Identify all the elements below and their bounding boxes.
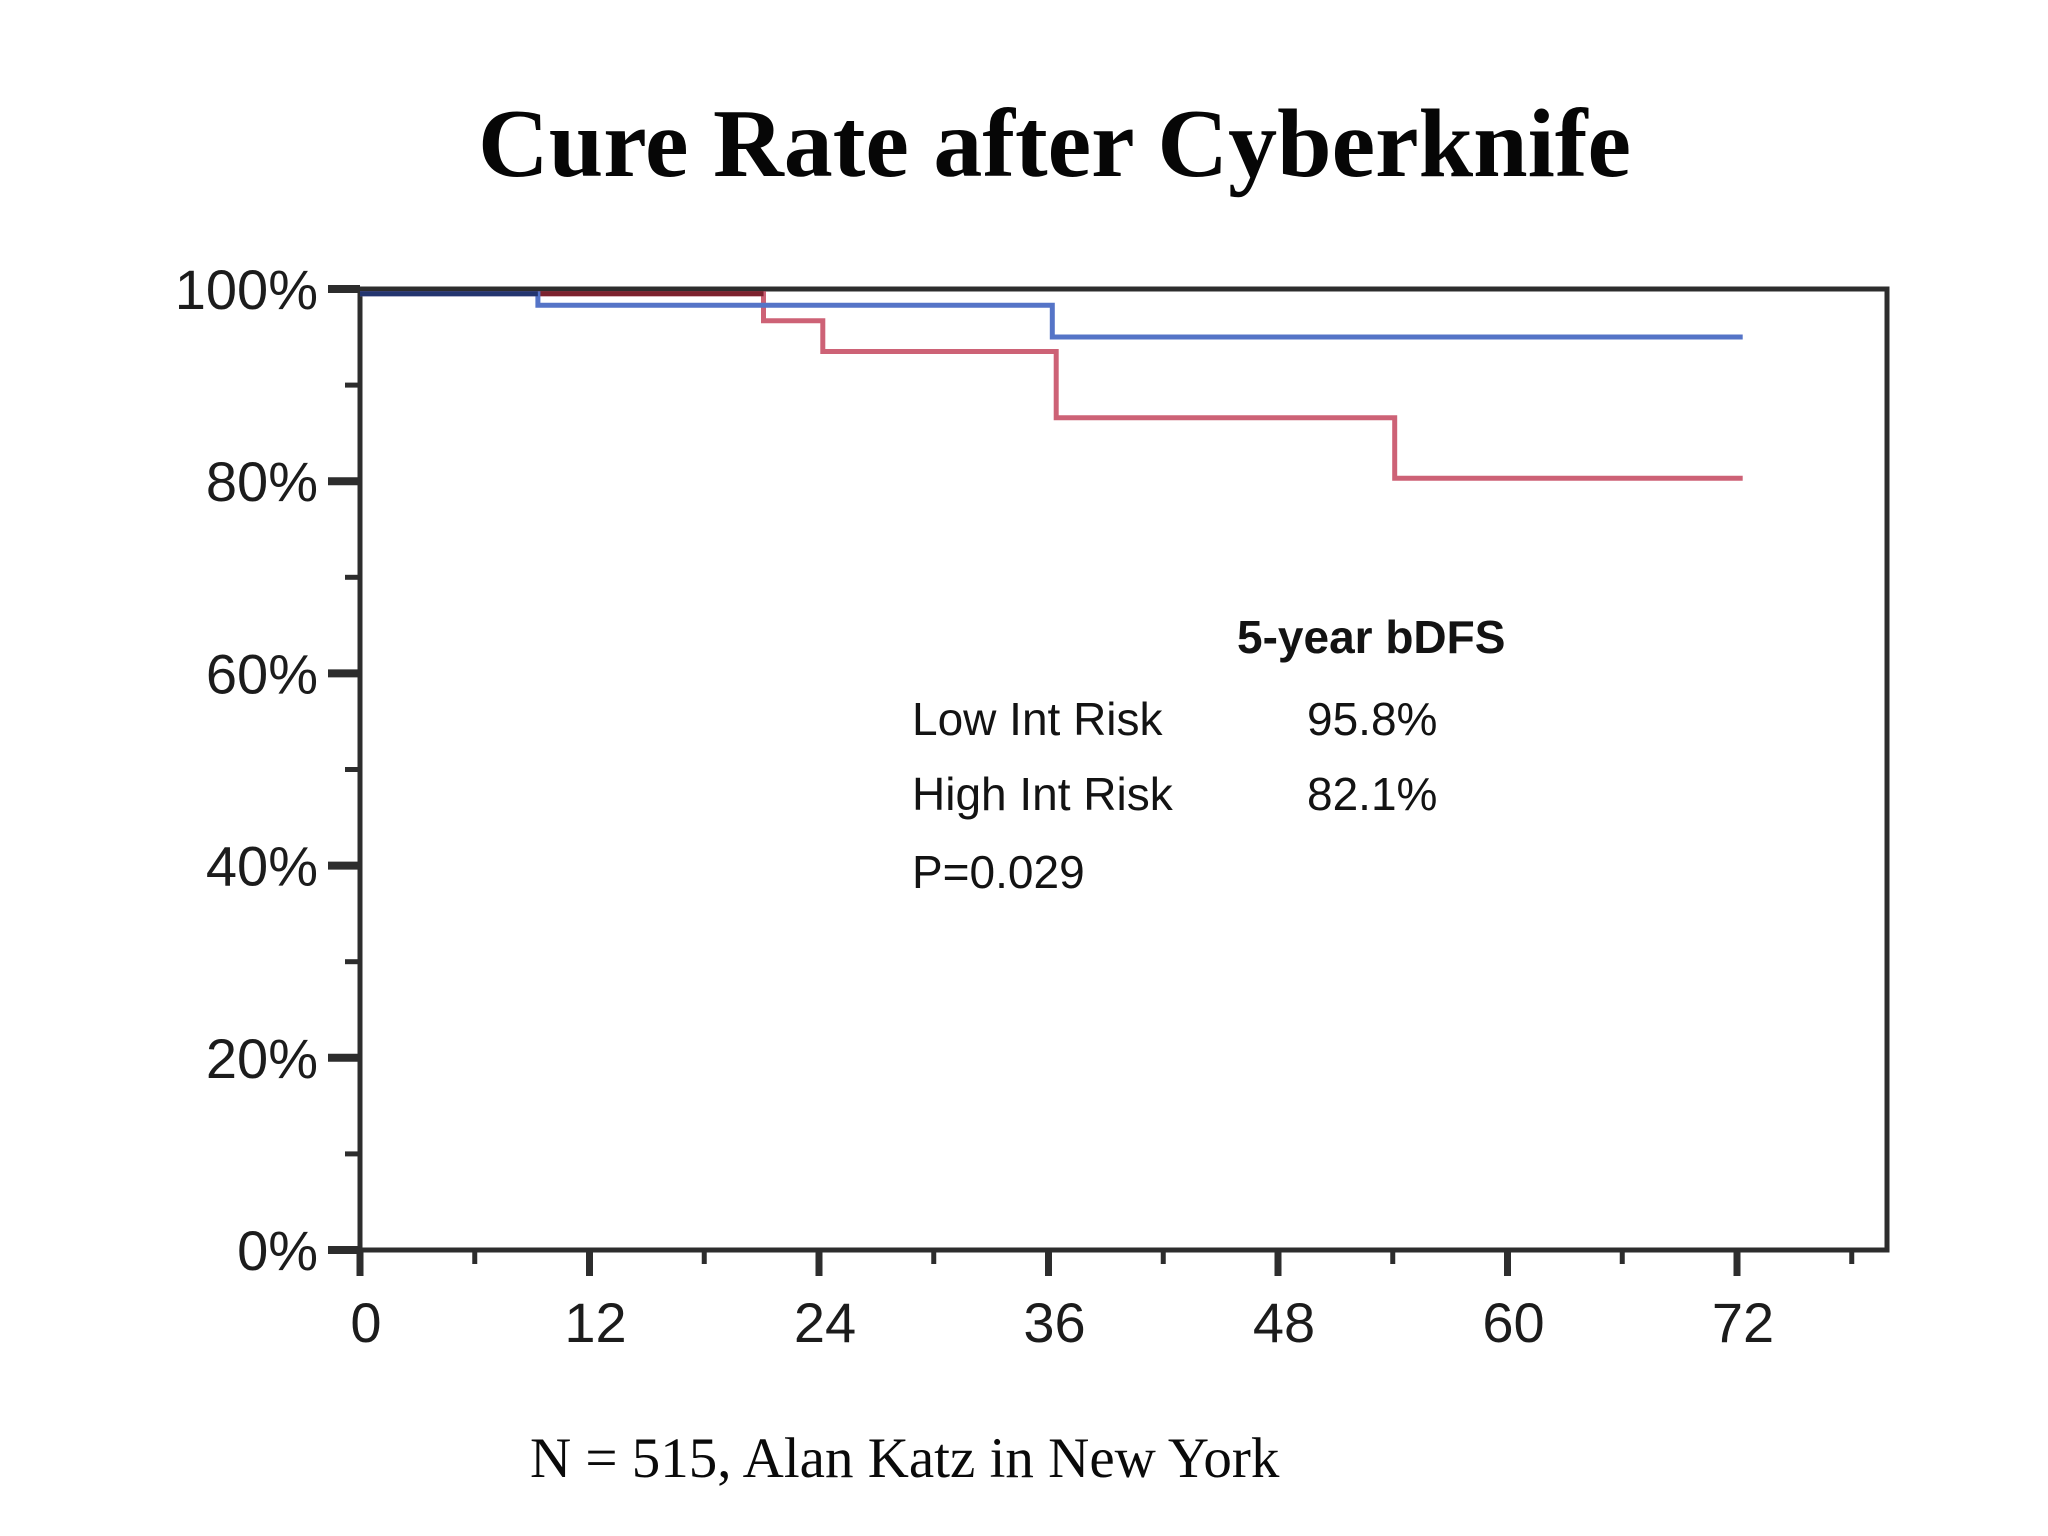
x-axis-tick-label: 24 (794, 1291, 856, 1354)
x-axis-tick-label: 12 (564, 1291, 626, 1354)
y-axis-tick-label: 100% (175, 258, 318, 321)
y-axis-tick-label: 80% (206, 450, 318, 513)
x-axis-tick-label: 48 (1253, 1291, 1315, 1354)
y-axis-tick-label: 60% (206, 642, 318, 705)
low-int-risk-curve (360, 291, 1743, 340)
chart-title: Cure Rate after Cyberknife (478, 90, 1632, 198)
x-axis-tick-label: 60 (1482, 1291, 1544, 1354)
legend-value-low-risk: 95.8% (1307, 693, 1438, 745)
annotation-header: 5-year bDFS (1237, 611, 1506, 663)
x-axis-tick-label: 72 (1712, 1291, 1774, 1354)
p-value: P=0.029 (912, 846, 1085, 898)
legend-label-low-risk: Low Int Risk (912, 693, 1163, 745)
x-axis-tick-label: 0 (350, 1291, 381, 1354)
x-axis-tick-label: 36 (1023, 1291, 1085, 1354)
legend-value-high-risk: 82.1% (1307, 768, 1438, 820)
y-axis-tick-label: 40% (206, 835, 318, 898)
legend-label-high-risk: High Int Risk (912, 768, 1173, 820)
y-axis-tick-label: 0% (237, 1219, 318, 1282)
y-axis-tick-label: 20% (206, 1027, 318, 1090)
source-note: N = 515, Alan Katz in New York (530, 1427, 1280, 1490)
